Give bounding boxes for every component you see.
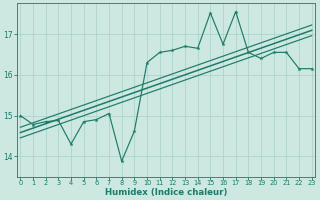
X-axis label: Humidex (Indice chaleur): Humidex (Indice chaleur): [105, 188, 227, 197]
